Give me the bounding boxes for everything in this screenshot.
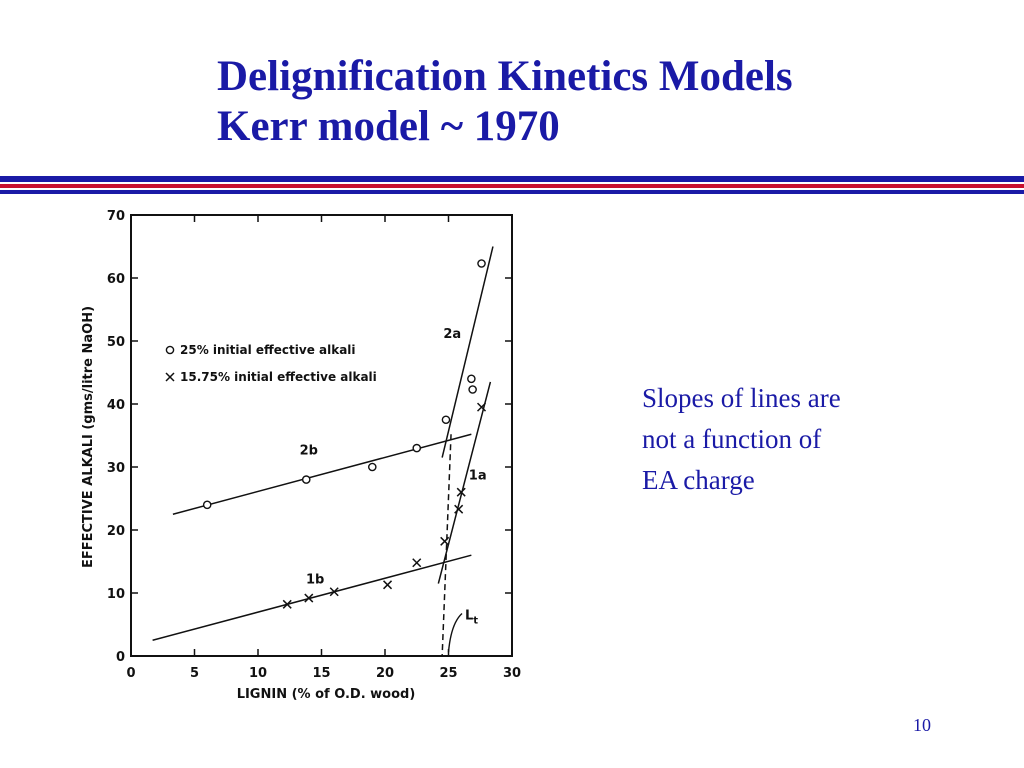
legend-label-circle: 25% initial effective alkali <box>180 343 356 357</box>
circle-point <box>301 475 311 484</box>
y-axis-title: EFFECTIVE ALKALI (gms/litre NaOH) <box>81 306 96 568</box>
y-tick-label: 60 <box>107 272 125 287</box>
note-line-1: Slopes of lines are <box>642 383 841 413</box>
slope-note: Slopes of lines are not a function of EA… <box>642 378 922 501</box>
y-tick-label: 30 <box>107 461 125 476</box>
x-tick-label: 0 <box>126 666 135 681</box>
cross-point <box>412 558 422 568</box>
line-2a <box>441 246 494 458</box>
header-rule-blue-top <box>0 176 1024 182</box>
note-line-2: not a function of <box>642 424 822 454</box>
legend-label-cross: 15.75% initial effective alkali <box>180 370 377 384</box>
x-tick-label: 25 <box>439 666 457 681</box>
plot-frame <box>130 214 513 657</box>
cross-point <box>456 487 466 497</box>
annotation-lt: Lt <box>465 608 478 626</box>
cross-point <box>282 599 292 609</box>
legend-marker-circle <box>165 345 175 355</box>
y-tick-label: 0 <box>116 650 125 665</box>
circle-point <box>412 443 422 453</box>
y-tick-label: 40 <box>107 398 125 413</box>
y-tick-label: 10 <box>107 587 125 602</box>
slide-title: Delignification Kinetics Models Kerr mod… <box>217 52 793 152</box>
note-line-3: EA charge <box>642 465 755 495</box>
line-1b <box>152 554 472 641</box>
legend-marker-cross <box>165 372 175 382</box>
line-2b <box>172 433 472 515</box>
annotation-lt-subscript: t <box>473 615 478 626</box>
page-number: 10 <box>913 715 931 735</box>
cross-point <box>476 402 487 412</box>
circle-point <box>367 462 377 472</box>
x-tick-label: 5 <box>190 666 199 681</box>
circle-point <box>477 259 486 268</box>
x-tick-label: 10 <box>249 666 267 681</box>
cross-point <box>440 536 450 546</box>
x-axis-title: LIGNIN (% of O.D. wood) <box>237 687 416 702</box>
y-tick-label: 20 <box>107 524 125 539</box>
header-rule-red <box>0 184 1024 188</box>
cross-point <box>304 593 314 603</box>
line-label-1a: 1a <box>469 469 487 484</box>
title-line-2: Kerr model ~ 1970 <box>217 103 560 150</box>
line-label-1b: 1b <box>306 573 324 588</box>
cross-point <box>454 504 464 514</box>
header-rule-blue-bottom <box>0 190 1024 194</box>
circle-point <box>468 385 477 394</box>
title-line-1: Delignification Kinetics Models <box>217 53 793 100</box>
y-tick-label: 70 <box>107 209 125 224</box>
circle-point <box>441 415 451 425</box>
annotation-lt-pointer <box>447 612 463 653</box>
x-tick-label: 15 <box>312 666 330 681</box>
line-dashed-4 <box>441 434 452 657</box>
circle-point <box>202 500 212 510</box>
line-label-2b: 2b <box>300 443 318 458</box>
circle-point <box>467 374 476 384</box>
cross-point <box>383 580 393 590</box>
cross-point <box>329 587 339 597</box>
x-tick-label: 30 <box>503 666 521 681</box>
line-label-2a: 2a <box>443 327 461 342</box>
y-tick-label: 50 <box>107 335 125 350</box>
x-tick-label: 20 <box>376 666 394 681</box>
